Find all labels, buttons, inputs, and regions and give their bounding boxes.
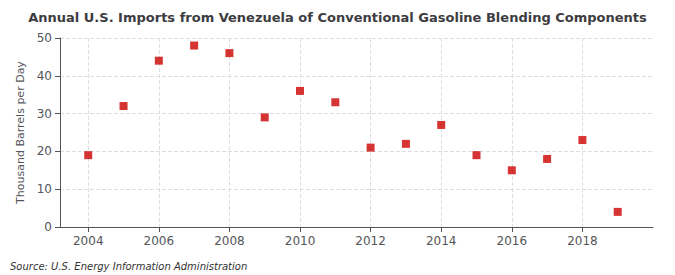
svg-text:Thousand Barrels per Day: Thousand Barrels per Day xyxy=(14,61,27,205)
svg-text:0: 0 xyxy=(44,220,52,234)
svg-text:10: 10 xyxy=(37,182,52,196)
svg-text:2012: 2012 xyxy=(355,234,386,248)
svg-text:2010: 2010 xyxy=(285,234,316,248)
svg-text:20: 20 xyxy=(37,144,52,158)
svg-text:2008: 2008 xyxy=(214,234,245,248)
svg-text:30: 30 xyxy=(37,107,52,121)
svg-text:50: 50 xyxy=(37,31,52,45)
svg-text:2016: 2016 xyxy=(497,234,528,248)
svg-text:2018: 2018 xyxy=(567,234,598,248)
svg-text:2004: 2004 xyxy=(73,234,104,248)
svg-text:2014: 2014 xyxy=(426,234,457,248)
svg-text:40: 40 xyxy=(37,69,52,83)
svg-text:Source: U.S. Energy Informatio: Source: U.S. Energy Information Administ… xyxy=(10,261,247,272)
svg-text:2006: 2006 xyxy=(144,234,175,248)
svg-text:Annual U.S. Imports from Venez: Annual U.S. Imports from Venezuela of Co… xyxy=(28,10,647,25)
